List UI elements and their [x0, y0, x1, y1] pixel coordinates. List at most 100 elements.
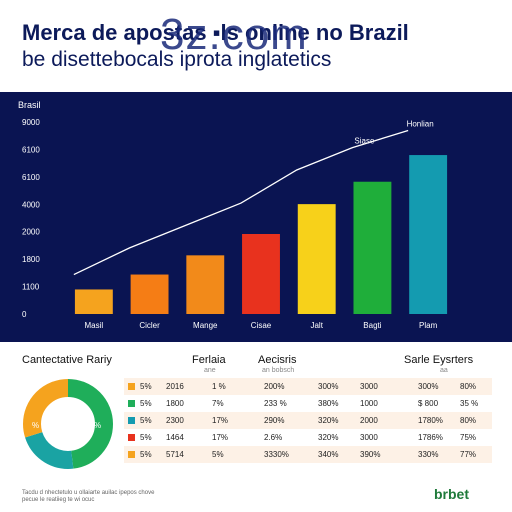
bar	[297, 204, 336, 314]
table-cell: 200%	[264, 382, 285, 391]
x-tick-label: Bagti	[363, 321, 381, 330]
x-tick-label: Masil	[85, 321, 104, 330]
table-cell: 3330%	[264, 450, 289, 459]
legend-swatch	[128, 417, 135, 424]
data-table: 5% 2016 1 % 200% 300% 3000 300% 80% 5% 1800 7% 233 …	[124, 378, 492, 463]
table-cell: 390%	[360, 450, 381, 459]
donut-segment	[23, 379, 113, 469]
table-row: 5% 5714 5% 3330% 340% 390% 330% 77%	[124, 446, 492, 463]
table-cell: 35 %	[460, 399, 479, 408]
page-title: Merca de apostas ▪ls online no Brazil	[22, 20, 409, 45]
table-cell: 5%	[140, 450, 152, 459]
y-axis-label: Brasil	[18, 100, 41, 110]
table-cell: 77%	[460, 450, 477, 459]
table-cell: 5%	[140, 433, 152, 442]
table-cell: 1 %	[212, 382, 226, 391]
legend-swatch	[128, 383, 135, 390]
x-tick-label: Mange	[193, 321, 218, 330]
legend-swatch	[128, 451, 135, 458]
table-cell: 233 %	[264, 399, 287, 408]
donut-segment	[23, 379, 113, 469]
bar-chart-panel: Brasil 0 1100 1800 2000 4000 6100 6100 9000 Masil…	[0, 92, 512, 340]
legend-swatch	[128, 400, 135, 407]
bar	[242, 234, 280, 314]
donut-hole	[42, 398, 94, 450]
table-cell: 2016	[166, 382, 184, 391]
section-right1-subtitle: an bobsch	[262, 367, 295, 374]
y-tick-label: 0	[22, 310, 27, 319]
section-mid-title: Ferlaia	[192, 354, 226, 366]
x-tick-label: Jalt	[310, 321, 323, 330]
table-cell: 80%	[460, 382, 477, 391]
table-cell: 1780%	[418, 416, 443, 425]
bar	[130, 274, 169, 314]
table-cell: 2300	[166, 416, 184, 425]
donut-svg: % %	[23, 379, 113, 469]
table-row: 5% 2016 1 % 200% 300% 3000 300% 80%	[124, 378, 492, 395]
y-tick-label: 6100	[22, 173, 40, 182]
table-cell: 300%	[418, 382, 439, 391]
table-cell: 1464	[166, 433, 184, 442]
bar	[74, 289, 113, 314]
table-cell: 320%	[318, 433, 339, 442]
x-tick-label: Plam	[419, 321, 438, 330]
header: Merca de apostas ▪ls online no Brazil be…	[0, 0, 512, 90]
table-cell: 3000	[360, 433, 378, 442]
table-cell: 300%	[318, 382, 339, 391]
section-mid-subtitle: ane	[204, 367, 216, 374]
donut-label: %	[32, 421, 39, 430]
watermark: 3z.com	[160, 10, 308, 59]
table-cell: $ 800	[418, 399, 439, 408]
table-cell: 5714	[166, 450, 184, 459]
table-cell: 2000	[360, 416, 378, 425]
section-right1-title: Aecisris	[258, 354, 297, 366]
trend-label: Honlian	[407, 120, 434, 129]
table-cell: 7%	[212, 399, 224, 408]
table-cell: 5%	[140, 416, 152, 425]
legend-swatch	[128, 434, 135, 441]
table-cell: 3000	[360, 382, 378, 391]
table-cell: 75%	[460, 433, 477, 442]
trend-label: Siase	[354, 137, 375, 146]
footnote-line-1: Tacdu d nhectetulo u ollaiarte auilac ip…	[22, 490, 155, 496]
section-left-title: Cantectative Rariy	[22, 354, 112, 366]
table-cell: 380%	[318, 399, 339, 408]
table-cell: 1000	[360, 399, 378, 408]
summary-section: Cantectative Rariy Ferlaia ane Aecisris …	[0, 340, 512, 512]
bar	[186, 255, 225, 314]
table-row: 5% 2300 17% 290% 320% 2000 1780% 80%	[124, 412, 492, 429]
trend-line	[73, 129, 409, 276]
table-cell: 290%	[264, 416, 285, 425]
table-cell: 17%	[212, 416, 229, 425]
table-cell: 340%	[318, 450, 339, 459]
table-cell: 17%	[212, 433, 229, 442]
table-cell: 2.6%	[264, 433, 283, 442]
bar	[353, 181, 392, 314]
table-cell: 330%	[418, 450, 439, 459]
y-tick-label: 1100	[22, 283, 40, 292]
table-cell: 5%	[140, 399, 152, 408]
footnote-line-2: pecue le reatiieg te wi ocuc	[22, 497, 95, 503]
table-row: 5% 1800 7% 233 % 380% 1000 $ 800 35 %	[124, 395, 492, 412]
donut-label: %	[94, 421, 101, 430]
table-cell: 5%	[140, 382, 152, 391]
y-tick-label: 4000	[22, 200, 40, 209]
y-tick-label: 2000	[22, 228, 40, 237]
y-tick-label: 1800	[22, 255, 40, 264]
divider	[0, 340, 512, 342]
x-tick-label: Cisae	[251, 321, 272, 330]
section-right2-title: Sarle Eysrters	[404, 354, 474, 366]
bar	[409, 155, 448, 314]
table-cell: 320%	[318, 416, 339, 425]
y-tick-label: 6100	[22, 145, 40, 154]
brand-logo: brbet	[434, 486, 469, 502]
y-tick-label: 9000	[22, 118, 40, 127]
table-cell: 1800	[166, 399, 184, 408]
table-cell: 1786%	[418, 433, 443, 442]
bar-chart: Brasil 0 1100 1800 2000 4000 6100 6100 9000 Masil…	[18, 100, 448, 330]
page-subtitle: be disettebocals iprota inglatetics	[22, 48, 332, 71]
donut-chart: % %	[20, 376, 116, 472]
table-cell: 80%	[460, 416, 477, 425]
table-row: 5% 1464 17% 2.6% 320% 3000 1786% 75%	[124, 429, 492, 446]
x-tick-label: Cicler	[139, 321, 160, 330]
